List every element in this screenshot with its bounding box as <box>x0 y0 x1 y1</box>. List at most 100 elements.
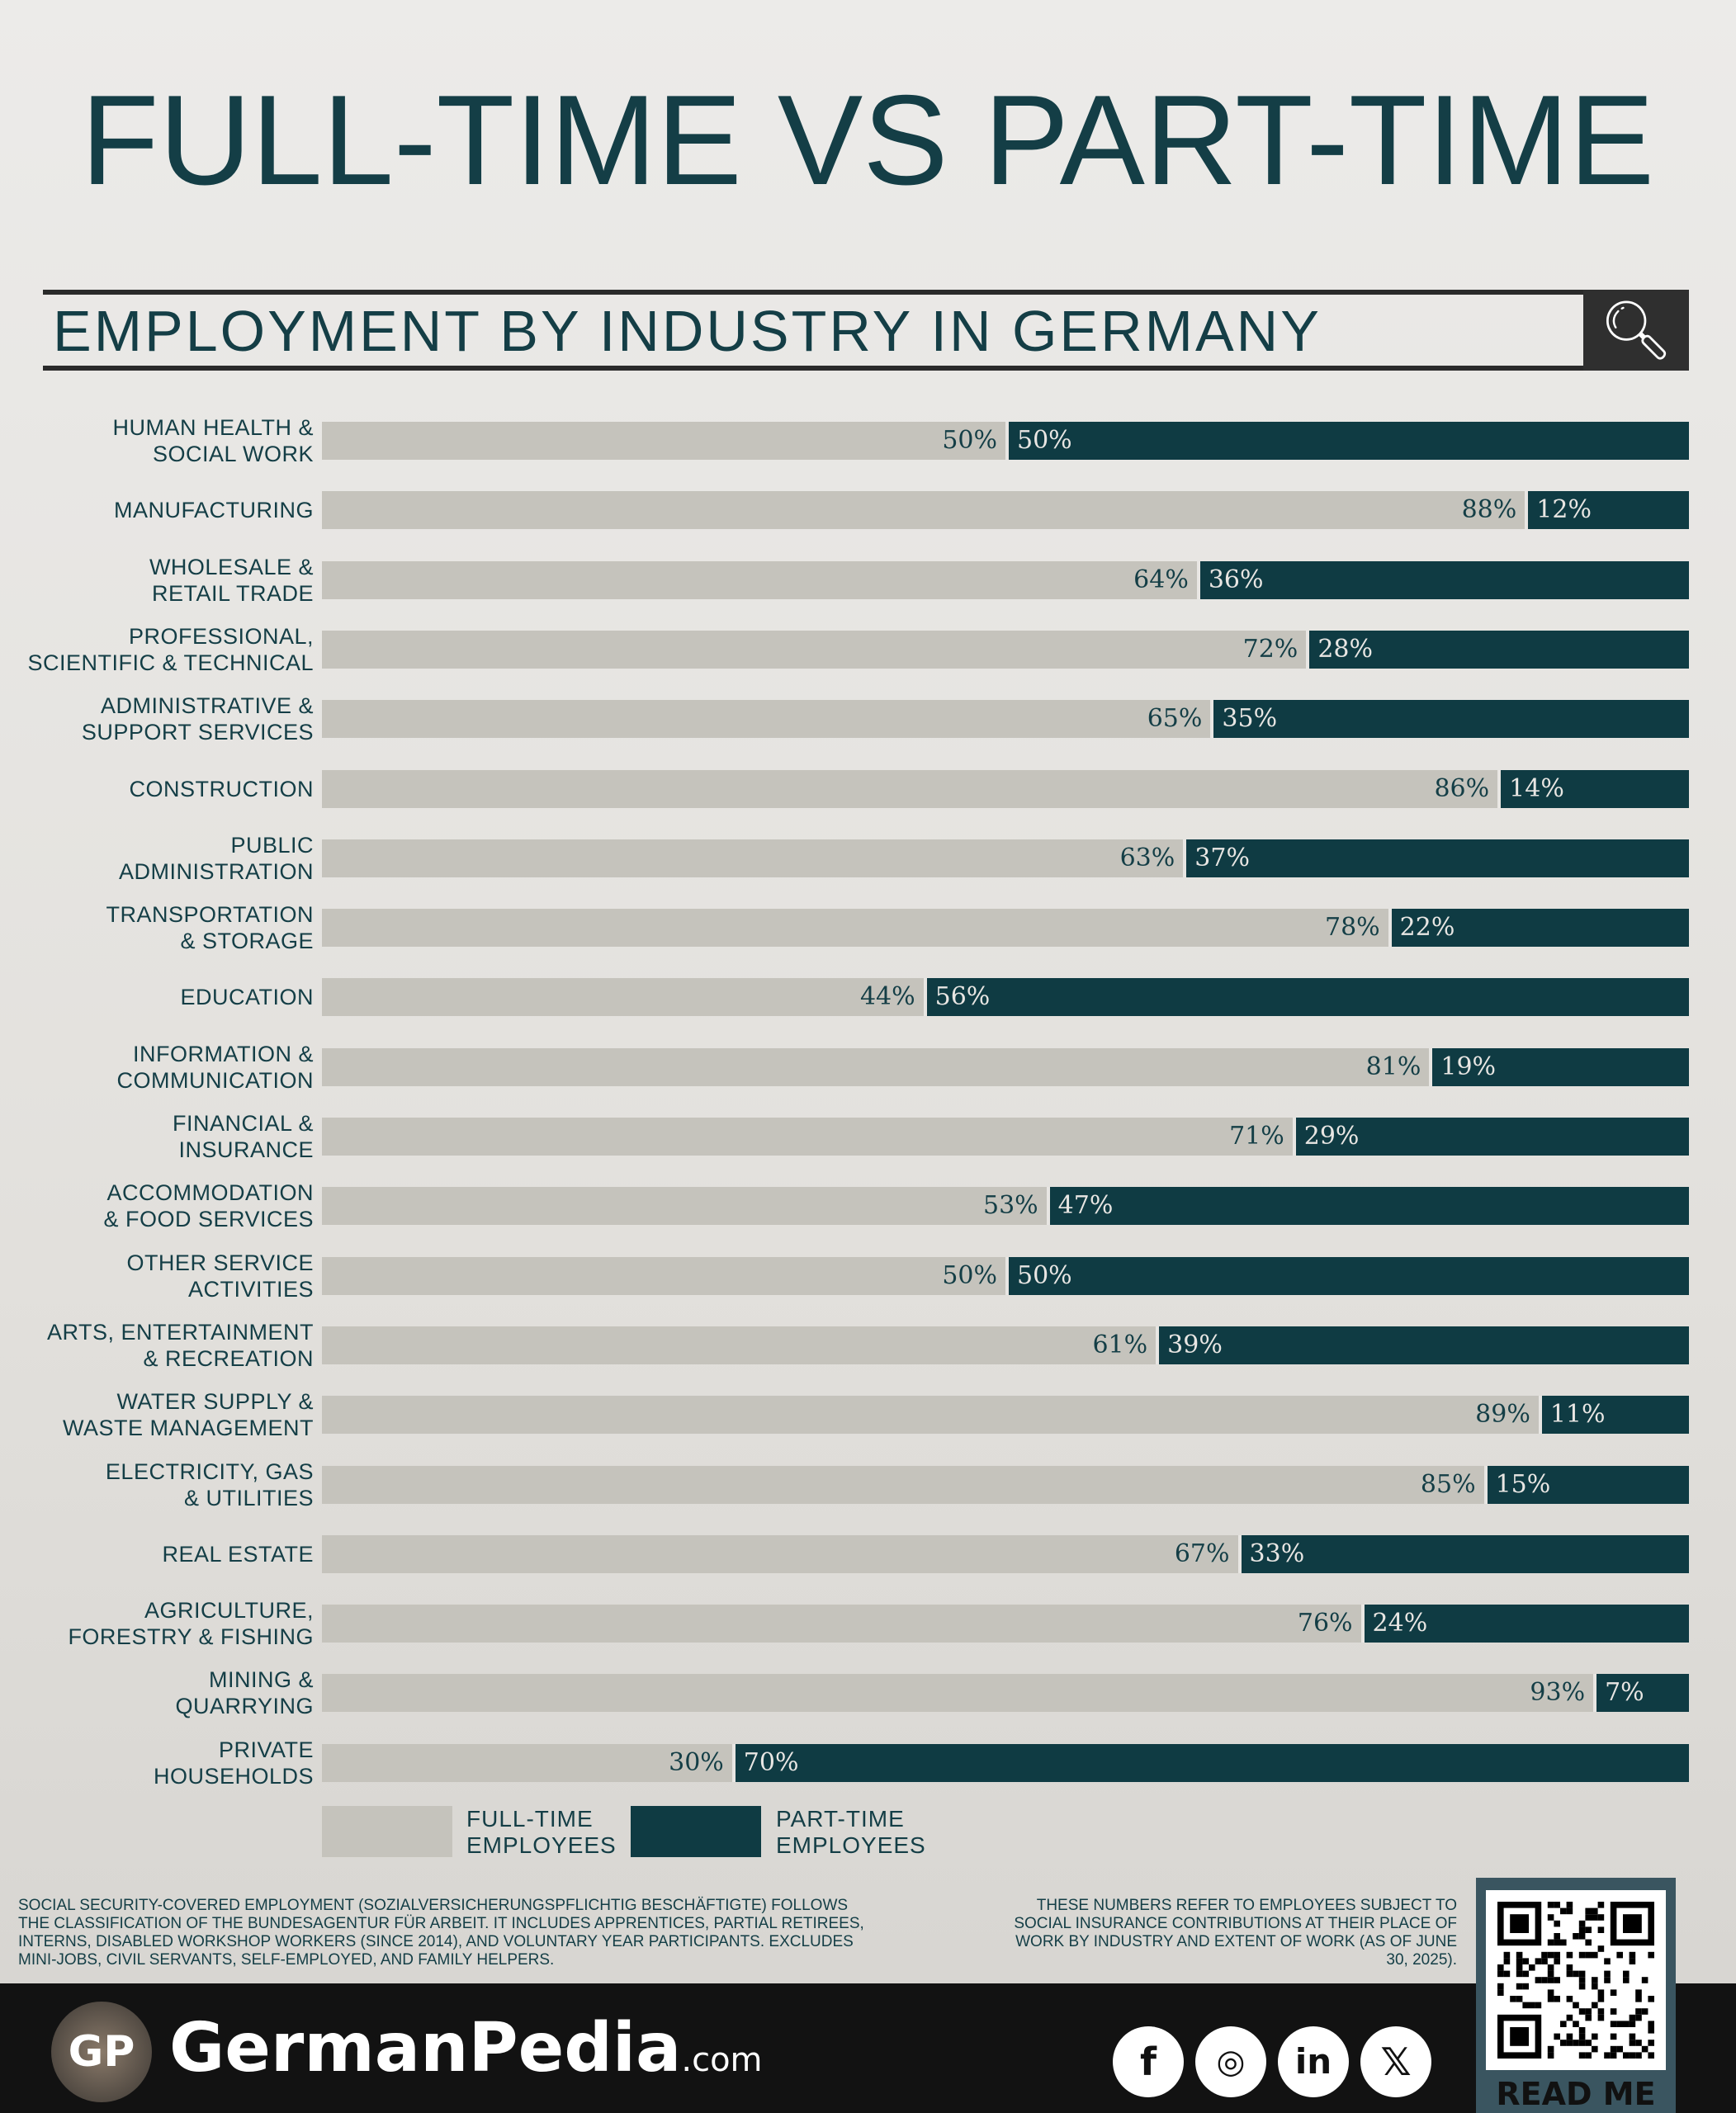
legend: FULL-TIME EMPLOYEES PART-TIME EMPLOYEES <box>0 1806 991 1858</box>
category-label: ADMINISTRATIVE & SUPPORT SERVICES <box>81 693 314 745</box>
brand-logo: GP <box>51 2002 152 2102</box>
bar-row: 81% 19% <box>322 1047 1689 1086</box>
footnote-right: THESE NUMBERS REFER TO EMPLOYEES SUBJECT… <box>1014 1897 1457 1969</box>
full-time-value: 88% <box>1461 495 1517 525</box>
full-time-bar <box>322 839 1184 877</box>
part-time-value: 14% <box>1509 773 1564 803</box>
full-time-bar <box>322 978 924 1017</box>
category-label: PUBLIC ADMINISTRATION <box>119 832 314 884</box>
footnote-left: SOCIAL SECURITY-COVERED EMPLOYMENT (SOZI… <box>18 1897 864 1969</box>
bar-row: 72% 28% <box>322 630 1689 669</box>
bar-row: 76% 24% <box>322 1605 1689 1643</box>
bar-row: 88% 12% <box>322 491 1689 530</box>
legend-swatch-full-time <box>322 1806 452 1857</box>
bar-row: 71% 29% <box>322 1118 1689 1156</box>
category-label: WHOLESALE & RETAIL TRADE <box>149 554 314 606</box>
full-time-bar <box>322 422 1005 460</box>
category-label: HUMAN HEALTH & SOCIAL WORK <box>112 415 314 466</box>
category-label: FINANCIAL & INSURANCE <box>172 1111 314 1162</box>
bar-row: 44% 56% <box>322 978 1689 1017</box>
brand-suffix: .com <box>681 2041 763 2079</box>
part-time-bar <box>923 978 1689 1017</box>
read-me-label: READ ME <box>1496 2076 1656 2112</box>
legend-swatch-part-time <box>631 1806 761 1857</box>
part-time-bar <box>1210 700 1689 739</box>
qr-code[interactable] <box>1486 1890 1666 2070</box>
part-time-value: 39% <box>1167 1330 1223 1359</box>
part-time-value: 70% <box>743 1747 799 1777</box>
part-time-value: 19% <box>1440 1052 1497 1081</box>
full-time-bar <box>322 1326 1157 1364</box>
full-time-bar <box>322 1256 1005 1295</box>
part-time-value: 50% <box>1017 1260 1072 1290</box>
part-time-bar <box>1497 769 1689 808</box>
full-time-bar <box>322 491 1526 530</box>
full-time-value: 93% <box>1530 1678 1586 1708</box>
full-time-value: 50% <box>942 1260 997 1290</box>
full-time-value: 67% <box>1174 1539 1230 1568</box>
full-time-bar <box>322 1396 1539 1435</box>
category-label: ARTS, ENTERTAINMENT & RECREATION <box>46 1319 314 1371</box>
full-time-value: 85% <box>1420 1469 1476 1499</box>
full-time-value: 72% <box>1242 634 1298 664</box>
bar-row: 65% 35% <box>322 700 1689 739</box>
part-time-value: 36% <box>1208 565 1264 594</box>
part-time-value: 37% <box>1194 843 1250 872</box>
facebook-icon[interactable]: f <box>1113 2026 1184 2097</box>
category-label: MINING & QUARRYING <box>175 1667 314 1719</box>
part-time-bar <box>1005 422 1689 460</box>
full-time-bar <box>322 1465 1484 1504</box>
legend-label-full-time: FULL-TIME EMPLOYEES <box>466 1806 617 1858</box>
full-time-value: 81% <box>1365 1052 1421 1081</box>
full-time-value: 65% <box>1147 704 1203 734</box>
part-time-bar <box>1156 1326 1689 1364</box>
category-label: PROFESSIONAL, SCIENTIFIC & TECHNICAL <box>27 623 314 675</box>
page-title: FULL-TIME VS PART-TIME <box>80 69 1655 211</box>
x-icon[interactable]: 𝕏 <box>1360 2026 1431 2097</box>
part-time-value: 56% <box>934 982 991 1012</box>
brand-name[interactable]: GermanPedia.com <box>169 2011 763 2097</box>
footer: GP GermanPedia.com f ◎ in 𝕏 <box>0 1983 1736 2113</box>
part-time-value: 12% <box>1536 495 1592 525</box>
legend-label-part-time: PART-TIME EMPLOYEES <box>776 1806 926 1858</box>
part-time-value: 15% <box>1495 1469 1551 1499</box>
part-time-value: 35% <box>1222 704 1278 734</box>
subtitle: EMPLOYMENT BY INDUSTRY IN GERMANY <box>53 299 1322 363</box>
part-time-bar <box>1292 1118 1689 1156</box>
full-time-value: 44% <box>859 982 915 1012</box>
part-time-bar <box>1360 1605 1689 1643</box>
bar-row: 78% 22% <box>322 909 1689 948</box>
full-time-bar <box>322 1605 1361 1643</box>
part-time-bar <box>1483 1465 1689 1504</box>
full-time-value: 76% <box>1297 1609 1353 1638</box>
category-label: ACCOMMODATION & FOOD SERVICES <box>103 1180 314 1232</box>
full-time-value: 89% <box>1475 1400 1530 1430</box>
bar-row: 67% 33% <box>322 1534 1689 1573</box>
part-time-value: 50% <box>1017 426 1072 455</box>
full-time-bar <box>322 700 1211 739</box>
bar-row: 64% 36% <box>322 560 1689 599</box>
qr-code-panel[interactable]: READ ME <box>1476 1878 1676 2113</box>
category-label: EDUCATION <box>180 985 314 1010</box>
full-time-value: 30% <box>669 1747 724 1777</box>
full-time-value: 86% <box>1434 773 1490 803</box>
bar-row: 53% 47% <box>322 1187 1689 1226</box>
part-time-bar <box>1196 560 1689 599</box>
part-time-bar <box>731 1743 1689 1782</box>
full-time-bar <box>322 1743 732 1782</box>
category-label: AGRICULTURE, FORESTRY & FISHING <box>68 1598 314 1650</box>
category-label: TRANSPORTATION & STORAGE <box>106 902 314 954</box>
bar-row: 63% 37% <box>322 839 1689 877</box>
full-time-bar <box>322 769 1498 808</box>
full-time-bar <box>322 909 1388 948</box>
full-time-bar <box>322 630 1307 669</box>
part-time-value: 24% <box>1372 1609 1428 1638</box>
category-label: WATER SUPPLY & WASTE MANAGEMENT <box>62 1389 314 1441</box>
full-time-value: 63% <box>1119 843 1175 872</box>
linkedin-icon[interactable]: in <box>1278 2026 1349 2097</box>
full-time-bar <box>322 1674 1594 1713</box>
part-time-bar <box>1237 1534 1689 1573</box>
part-time-bar <box>1525 491 1689 530</box>
instagram-icon[interactable]: ◎ <box>1195 2026 1266 2097</box>
bar-row: 93% 7% <box>322 1674 1689 1713</box>
